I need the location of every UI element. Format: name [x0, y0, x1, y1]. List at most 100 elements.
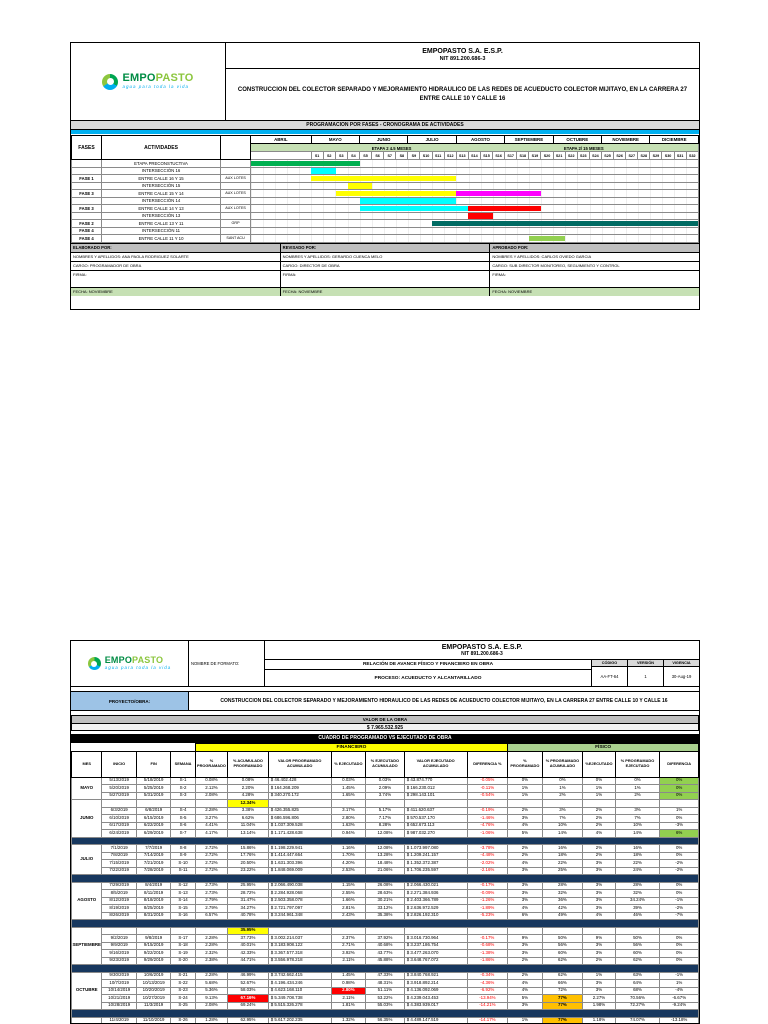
table-cell: 72% [541, 986, 584, 995]
table-cell: 0.08% [194, 776, 229, 785]
table-cell: 9/23/2019 [101, 956, 137, 965]
gantt-week-label: S32 [685, 151, 700, 160]
table-cell [541, 926, 584, 935]
table-row: 9/2/2019 9/8/2019 S-17 2.28% 37.73% $ 3.002.2… [72, 934, 699, 943]
table-cell: 4.41% [194, 821, 229, 830]
table-row: 8/26/2019 8/31/2019 S-16 6.57% 40.78% $ 3.244… [72, 911, 699, 920]
table-cell: 1.70% [330, 851, 367, 860]
table-cell: 1.32% [330, 1016, 367, 1023]
table-cell: 6/10/2019 [101, 814, 137, 823]
gantt-fase-cell: FASE 3 [71, 204, 102, 213]
table-cell: 1% [507, 1016, 543, 1023]
gantt-fase-cell: FASE 3 [71, 189, 102, 198]
gantt-timeline-cell [250, 204, 699, 213]
gantt-timeline [251, 175, 698, 182]
table-cell: 4% [582, 911, 616, 920]
table-cell: 9/8/2019 [135, 934, 172, 943]
gantt-timeline [251, 220, 698, 227]
table-cell [403, 926, 468, 935]
gantt-week-label: S3 [334, 151, 348, 160]
table-cell: 58.03% [227, 986, 269, 995]
table-cell: 0% [659, 814, 699, 823]
table-cell [330, 926, 367, 935]
table-cell: 3% [507, 881, 543, 890]
table-cell: 0% [659, 956, 699, 965]
table-cell: 9% [582, 934, 616, 943]
table-cell: 34.27% [227, 904, 269, 913]
gantt-timeline-cell [250, 174, 699, 183]
table-cell: 6/17/2019 [101, 821, 137, 830]
table-cell: 1.65% [330, 791, 367, 800]
gantt-activity-cell: INTERSECCIÓN 16 [100, 166, 222, 175]
gantt-fase-cell [71, 166, 102, 175]
table-cell: 1.45% [330, 784, 367, 793]
column-header: % ACUMULADO PROGRAMADO [227, 750, 269, 778]
table-cell: $ 43.874.770 [403, 776, 468, 785]
table-cell: 14% [614, 829, 661, 838]
valor-obra-value: $ 7.965.532.925 [71, 723, 699, 731]
table-cell: $ 2.403.366.789 [403, 896, 468, 905]
logo-word-part1: EMPO [122, 72, 156, 85]
signature-block: APROBADO POR: NOMBRES Y APELLIDOS: CARLOS… [490, 243, 700, 296]
table-cell: 46% [614, 911, 661, 920]
table-cell [614, 926, 661, 935]
table-cell: S-2 [170, 784, 196, 793]
table-cell: 3% [507, 896, 543, 905]
table-cell: 4.17% [194, 829, 229, 838]
table-cell: 10% [541, 821, 584, 830]
logo-cell: EMPOPASTO agua para toda la vida [71, 43, 226, 120]
table-cell: 7/14/2019 [135, 851, 172, 860]
column-header: FIN [135, 750, 172, 778]
table-cell [507, 926, 543, 935]
table-cell [403, 799, 468, 808]
table-cell: 0% [659, 851, 699, 860]
gantt-timeline [251, 205, 698, 212]
column-header: VALOR PROGRAMADO ACUMULADO [267, 750, 332, 778]
gantt-week-label: S30 [661, 151, 675, 160]
table-cell: $ 164.268.209 [267, 784, 332, 793]
project-title: CONSTRUCCION DEL COLECTOR SEPARADO Y MEJ… [237, 87, 688, 102]
table-cell: 18% [614, 851, 661, 860]
table-cell: 2.72% [194, 866, 229, 875]
table-cell: -1.06% [466, 829, 509, 838]
table-cell: $ 3.477.263.070 [403, 949, 468, 958]
table-cell: 4% [582, 829, 616, 838]
gantt-timeline [251, 197, 698, 204]
table-cell: 7/29/2019 [101, 881, 137, 890]
table-cell: $ 2.066.490.038 [267, 881, 332, 890]
table-cell: $ 3.237.186.754 [403, 941, 468, 950]
table-cell: -13.18% [659, 1016, 699, 1023]
table-cell: 2.08% [194, 1001, 229, 1010]
table-cell: $ 4.196.434.246 [267, 979, 332, 988]
column-header: % EJECUTADO ACUMULADO [365, 750, 405, 778]
proyecto-title: CONSTRUCCION DEL COLECTOR SEPARADO Y MEJ… [220, 697, 668, 704]
separator-cell [71, 874, 699, 883]
gantt-timeline-cell [250, 226, 699, 235]
table-cell: $ 4.383.939.017 [403, 1001, 468, 1010]
table-cell: 2% [507, 851, 543, 860]
table-cell: $ 4.239.043.453 [403, 994, 468, 1003]
table-cell: 3% [582, 866, 616, 875]
table-cell: 33.12% [365, 904, 405, 913]
column-header: INICIO [101, 750, 137, 778]
table-cell: -14.21% [466, 1001, 509, 1010]
gantt-month: JUNIO [358, 135, 409, 144]
gantt-month-row: FASES ACTIVIDADES ABRIL MAYO JUNIO JULIO AGOST… [71, 135, 699, 160]
table-cell: 0% [659, 881, 699, 890]
table-cell: 49% [541, 911, 584, 920]
table-cell: 7/1/2019 [101, 844, 137, 853]
table-cell: 2% [507, 806, 543, 815]
table-cell: 23.22% [227, 866, 269, 875]
table-cell: $ 3.840.768.921 [403, 971, 468, 980]
table-cell: 35.38% [365, 911, 405, 920]
table-cell: 68% [614, 986, 661, 995]
proyecto-label: PROYECTO/OBRA: [71, 692, 189, 710]
table-cell: 24% [614, 866, 661, 875]
table-cell: 72.27% [614, 1001, 661, 1010]
gantt-timeline-cell [250, 181, 699, 190]
table-cell [170, 799, 196, 808]
table-cell: 1% [541, 784, 584, 793]
table-cell: 5.36% [194, 986, 229, 995]
table-cell: $ 5.617.202.235 [267, 1016, 332, 1023]
table-cell: -4.36% [466, 979, 509, 988]
